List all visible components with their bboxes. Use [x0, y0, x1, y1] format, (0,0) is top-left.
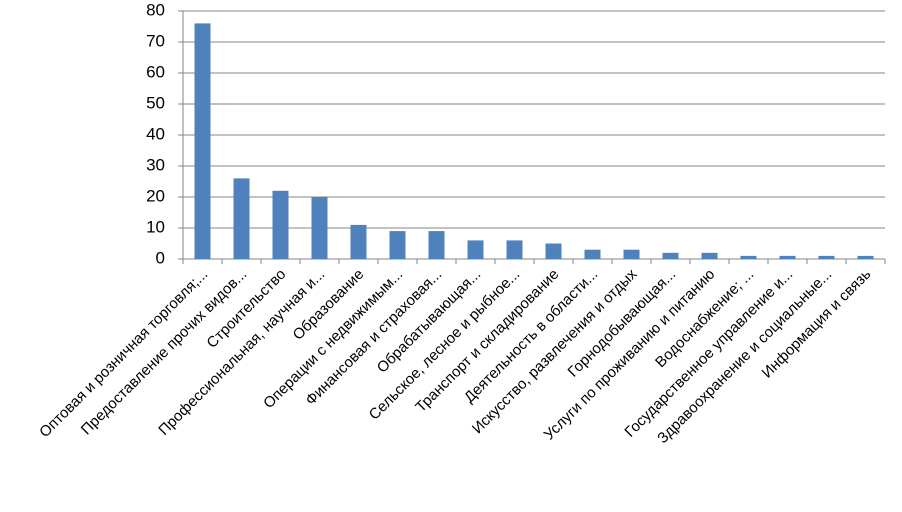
bar	[584, 249, 601, 259]
bar	[818, 255, 835, 259]
bar	[272, 190, 289, 259]
bar	[623, 249, 640, 259]
bar	[350, 224, 367, 259]
bar	[311, 197, 328, 259]
bar	[701, 252, 718, 259]
y-tick-label: 20	[146, 186, 165, 205]
bar	[506, 240, 523, 259]
y-tick-label: 50	[146, 93, 165, 112]
y-tick-label: 70	[146, 31, 165, 50]
y-tick-label: 80	[146, 0, 165, 19]
bar	[857, 255, 874, 259]
bar	[467, 240, 484, 259]
bar	[428, 231, 445, 259]
y-tick-label: 60	[146, 62, 165, 81]
bar	[779, 255, 796, 259]
y-tick-label: 30	[146, 155, 165, 174]
bar	[740, 255, 757, 259]
bar	[233, 178, 250, 259]
y-tick-label: 40	[146, 124, 165, 143]
bar	[194, 23, 211, 260]
x-tick-label: Предоставление прочих видов...	[78, 266, 250, 438]
y-tick-label: 0	[156, 248, 165, 267]
bar	[389, 231, 406, 259]
y-tick-label: 10	[146, 217, 165, 236]
bar	[662, 252, 679, 259]
bar	[545, 243, 562, 259]
